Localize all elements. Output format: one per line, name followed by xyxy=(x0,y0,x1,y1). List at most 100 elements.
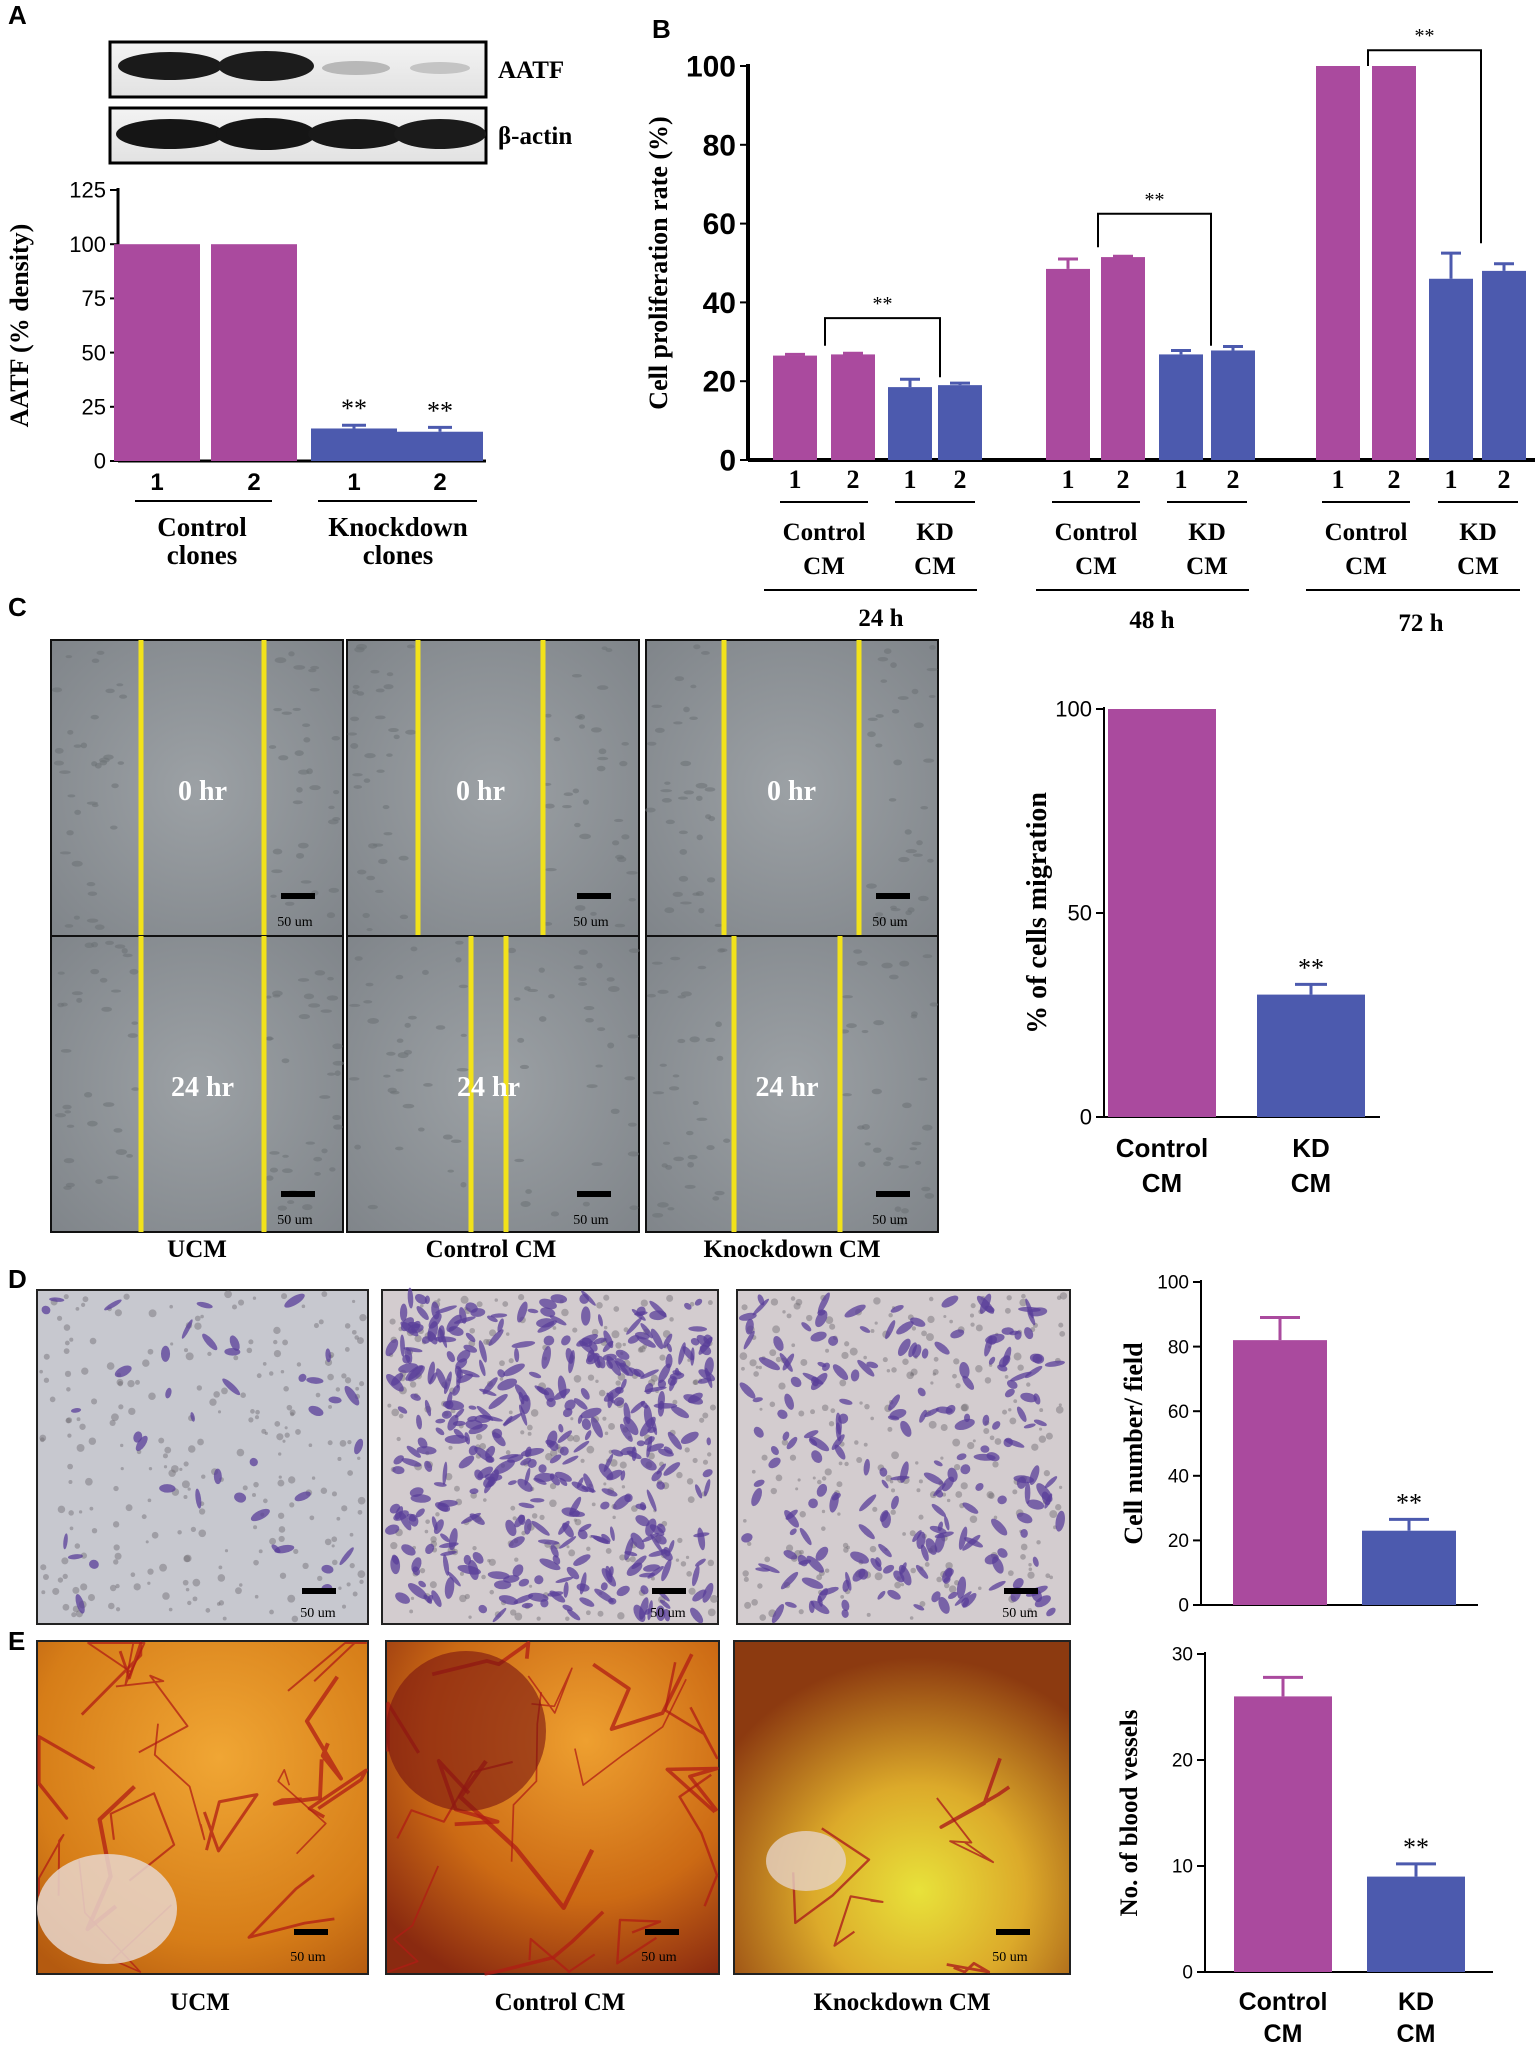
pore-speck xyxy=(183,1494,188,1499)
pore-speck xyxy=(248,1339,254,1345)
stained-cell xyxy=(550,1544,559,1558)
stained-cell xyxy=(921,1348,929,1359)
cell-speck xyxy=(368,843,378,849)
cell-speck xyxy=(590,911,597,916)
cell-speck xyxy=(265,995,272,999)
stained-cell xyxy=(447,1414,459,1431)
significance-mark: ** xyxy=(1298,953,1324,982)
cell-speck xyxy=(367,1204,378,1210)
y-tick-label: 40 xyxy=(1168,1466,1189,1487)
cell-speck xyxy=(880,679,888,683)
stained-cell xyxy=(456,1366,462,1389)
stained-cell xyxy=(590,1534,609,1544)
stained-cell xyxy=(850,1369,860,1382)
stained-cell xyxy=(883,1564,895,1574)
cell-speck xyxy=(281,711,292,715)
cell-speck xyxy=(708,815,716,822)
pore-speck xyxy=(253,1559,259,1566)
pore-speck xyxy=(357,1570,366,1578)
cell-speck xyxy=(698,907,705,914)
pore-speck xyxy=(591,1502,596,1507)
cell-speck xyxy=(544,803,555,809)
pore-speck xyxy=(873,1297,881,1305)
pore-speck xyxy=(336,1516,341,1521)
y-tick-label: 20 xyxy=(1172,1751,1193,1772)
pore-speck xyxy=(770,1298,779,1306)
pore-speck xyxy=(277,1512,285,1519)
blood-vessel xyxy=(946,1961,991,1974)
column-label: Control CM xyxy=(426,1236,557,1263)
cell-speck xyxy=(116,683,124,687)
pore-speck xyxy=(687,1496,695,1504)
cell-speck xyxy=(697,965,707,970)
pore-speck xyxy=(550,1449,558,1457)
stained-cell xyxy=(888,1394,901,1411)
pore-speck xyxy=(262,1362,267,1366)
stained-cell xyxy=(635,1515,650,1527)
pore-speck xyxy=(798,1410,805,1417)
stained-cell xyxy=(499,1453,519,1460)
stained-cell xyxy=(1032,1556,1039,1567)
pore-speck xyxy=(751,1469,756,1474)
stained-cell xyxy=(600,1501,610,1510)
pore-speck xyxy=(281,1293,288,1300)
stained-cell xyxy=(400,1334,405,1357)
cell-speck xyxy=(693,644,701,650)
cell-speck xyxy=(309,688,320,692)
stained-cell xyxy=(642,1532,659,1543)
cell-speck xyxy=(423,1083,433,1087)
cell-speck xyxy=(395,1146,404,1151)
pore-speck xyxy=(109,1584,117,1592)
stained-cell xyxy=(308,1405,324,1417)
stained-cell xyxy=(401,1458,422,1467)
stained-cell xyxy=(527,1592,549,1602)
stained-cell xyxy=(743,1330,755,1350)
bar xyxy=(1234,1696,1332,1972)
blood-vessel xyxy=(202,1793,259,1853)
pore-speck xyxy=(254,1415,260,1420)
stained-cell xyxy=(234,1492,247,1503)
stained-cell xyxy=(566,1566,580,1580)
cell-speck xyxy=(519,1064,530,1070)
cell-speck xyxy=(356,869,367,875)
stained-cell xyxy=(647,1566,664,1579)
pore-speck xyxy=(469,1327,476,1334)
y-tick-label: 75 xyxy=(82,286,106,311)
pore-speck xyxy=(597,1610,604,1617)
pore-speck xyxy=(192,1578,201,1587)
stained-cell xyxy=(497,1318,504,1333)
pore-speck xyxy=(79,1423,86,1430)
panel-label-a: A xyxy=(8,0,27,30)
cell-speck xyxy=(365,982,374,987)
pore-speck xyxy=(398,1413,404,1419)
stained-cell xyxy=(41,1305,51,1315)
pore-speck xyxy=(205,1608,211,1613)
stained-cell xyxy=(934,1341,950,1355)
pore-speck xyxy=(258,1549,263,1554)
cell-speck xyxy=(383,684,394,690)
stained-cell xyxy=(452,1420,466,1427)
cell-speck xyxy=(67,794,76,798)
pore-speck xyxy=(114,1552,122,1560)
pore-speck xyxy=(753,1371,759,1377)
pore-speck xyxy=(256,1373,262,1379)
pore-speck xyxy=(75,1307,80,1311)
stained-cell xyxy=(808,1498,818,1509)
cell-speck xyxy=(54,1113,67,1118)
stained-cell xyxy=(832,1364,849,1381)
stained-cell xyxy=(645,1518,657,1536)
cell-speck xyxy=(867,731,876,738)
cell-speck xyxy=(624,1076,636,1081)
pore-speck xyxy=(278,1535,285,1543)
stained-cell xyxy=(885,1320,896,1340)
pore-speck xyxy=(273,1326,281,1335)
pore-speck xyxy=(986,1491,994,1499)
cell-speck xyxy=(856,960,868,966)
pore-speck xyxy=(273,1349,282,1358)
pore-speck xyxy=(252,1492,256,1497)
pore-speck xyxy=(470,1492,477,1499)
stained-cell xyxy=(416,1414,423,1430)
stained-cell xyxy=(646,1435,653,1458)
pore-speck xyxy=(1039,1427,1043,1431)
cell-speck xyxy=(586,1084,598,1089)
